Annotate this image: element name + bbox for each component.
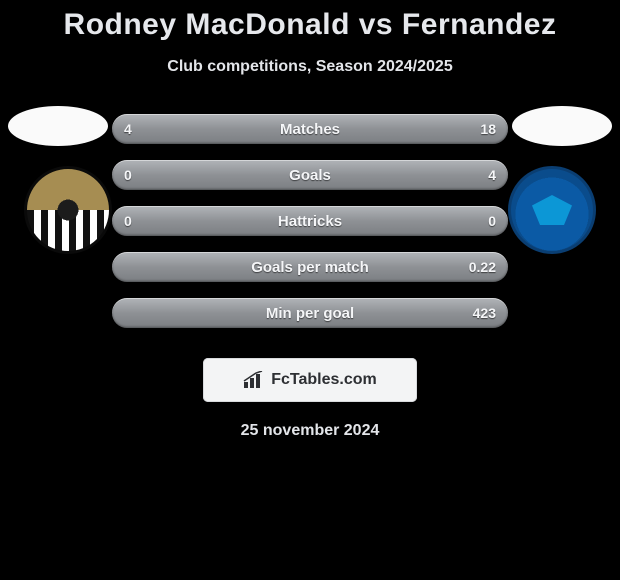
club-badge-right [508, 166, 596, 254]
stat-right-value: 423 [473, 305, 496, 321]
date-line: 25 november 2024 [0, 422, 620, 440]
stat-row-hattricks: 0 Hattricks 0 [112, 206, 508, 236]
brand-footer: FcTables.com [203, 358, 417, 402]
stat-label: Min per goal [266, 305, 354, 322]
club-badge-left [24, 166, 112, 254]
stat-label: Hattricks [278, 213, 342, 230]
stat-left-value: 0 [124, 167, 132, 183]
stat-left-value: 0 [124, 213, 132, 229]
stat-row-matches: 4 Matches 18 [112, 114, 508, 144]
brand-text: FcTables.com [271, 371, 377, 389]
subtitle: Club competitions, Season 2024/2025 [0, 58, 620, 76]
stat-label: Goals [289, 167, 331, 184]
stat-right-value: 18 [480, 121, 496, 137]
player-photo-left [8, 106, 108, 146]
stat-right-value: 4 [488, 167, 496, 183]
stat-label: Matches [280, 121, 340, 138]
page-title: Rodney MacDonald vs Fernandez [0, 0, 620, 42]
comparison-arena: 4 Matches 18 0 Goals 4 0 Hattricks 0 Goa… [0, 106, 620, 346]
stat-row-goals: 0 Goals 4 [112, 160, 508, 190]
stat-row-min-per-goal: Min per goal 423 [112, 298, 508, 328]
stat-left-value: 4 [124, 121, 132, 137]
stat-row-goals-per-match: Goals per match 0.22 [112, 252, 508, 282]
stat-right-value: 0.22 [469, 259, 496, 275]
stat-rows: 4 Matches 18 0 Goals 4 0 Hattricks 0 Goa… [112, 114, 508, 344]
stat-label: Goals per match [251, 259, 369, 276]
stat-right-value: 0 [488, 213, 496, 229]
player-photo-right [512, 106, 612, 146]
bar-chart-icon [243, 371, 265, 389]
